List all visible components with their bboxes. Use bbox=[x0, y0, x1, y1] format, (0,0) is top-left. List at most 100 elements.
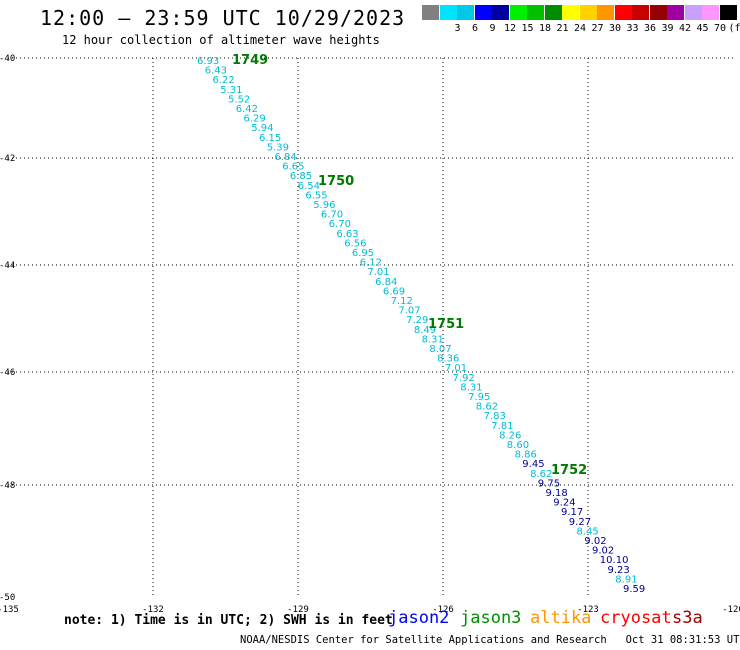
wave-height-label: 7.12 bbox=[391, 296, 413, 307]
wave-height-label: 7.01 bbox=[367, 267, 389, 278]
scale-label: 27 bbox=[591, 23, 604, 34]
time-label: 1751 bbox=[428, 317, 464, 332]
x-tick-label: -120 bbox=[722, 605, 740, 615]
y-tick-label: -50 bbox=[0, 593, 15, 603]
wave-height-label: 9.02 bbox=[584, 536, 606, 547]
wave-height-label: 6.29 bbox=[244, 114, 266, 125]
scale-swatch bbox=[719, 5, 737, 20]
satellite-label: jason2 bbox=[388, 608, 450, 628]
x-tick-label: -129 bbox=[287, 605, 309, 615]
scale-swatch bbox=[527, 5, 544, 20]
x-tick-label: -123 bbox=[577, 605, 599, 615]
wave-height-label: 6.56 bbox=[344, 238, 366, 249]
satellite-label: s3a bbox=[672, 608, 703, 628]
wave-height-label: 9.23 bbox=[608, 565, 630, 576]
scale-label: 18 bbox=[538, 23, 552, 34]
scale-swatch bbox=[667, 5, 684, 20]
x-tick-label: -132 bbox=[142, 605, 164, 615]
wave-height-label: 8.49 bbox=[414, 325, 436, 336]
wave-height-label: 9.75 bbox=[538, 478, 560, 489]
scale-swatch bbox=[457, 5, 474, 20]
wave-height-label: 6.63 bbox=[336, 229, 358, 240]
wave-height-label: 9.17 bbox=[561, 507, 583, 518]
scale-label: 15 bbox=[521, 23, 534, 34]
wave-height-label: 9.02 bbox=[592, 546, 614, 557]
scale-swatch bbox=[614, 5, 632, 20]
y-tick-label: -42 bbox=[0, 154, 15, 164]
y-tick-label: -44 bbox=[0, 261, 15, 271]
credit-line: NOAA/NESDIS Center for Satellite Applica… bbox=[240, 634, 740, 646]
wave-height-label: 5.94 bbox=[251, 123, 273, 134]
scale-label: 45 bbox=[696, 23, 709, 34]
wave-height-label: 8.07 bbox=[429, 344, 451, 355]
wave-height-label: 8.36 bbox=[437, 354, 459, 365]
wave-height-label: 6.65 bbox=[282, 162, 304, 173]
wave-height-label: 7.29 bbox=[406, 315, 428, 326]
scale-label: 21 bbox=[556, 23, 569, 34]
scale-swatch bbox=[439, 5, 457, 20]
scale-swatch bbox=[649, 5, 667, 20]
wave-height-label: 6.42 bbox=[236, 104, 258, 115]
page-subtitle: 12 hour collection of altimeter wave hei… bbox=[62, 33, 380, 47]
wave-height-label: 6.69 bbox=[383, 286, 405, 297]
wave-height-label: 8.26 bbox=[499, 430, 521, 441]
y-tick-label: -40 bbox=[0, 54, 15, 64]
wave-height-label: 10.10 bbox=[600, 555, 629, 566]
scale-label: 70 bbox=[713, 23, 727, 34]
wave-height-label: 8.31 bbox=[460, 382, 482, 393]
wave-height-label: 6.70 bbox=[329, 219, 351, 230]
footer-note: note: 1) Time is in UTC; 2) SWH is in fe… bbox=[64, 613, 393, 628]
wave-height-label: 5.52 bbox=[228, 94, 250, 105]
scale-swatch bbox=[597, 5, 614, 20]
satellite-label: altika bbox=[530, 608, 592, 628]
scale-swatch bbox=[702, 5, 719, 20]
wave-height-label: 8.45 bbox=[577, 526, 599, 537]
wave-height-label: 7.95 bbox=[468, 392, 490, 403]
wave-height-label: 8.62 bbox=[476, 402, 498, 413]
page-title: 12:00 – 23:59 UTC 10/29/2023 bbox=[40, 6, 406, 30]
scale-unit: (ft) bbox=[728, 23, 740, 34]
wave-height-label: 6.85 bbox=[290, 171, 312, 182]
wave-height-label: 9.27 bbox=[569, 517, 591, 528]
wave-height-label: 6.43 bbox=[205, 66, 227, 77]
satellite-label: cryosat bbox=[600, 608, 672, 628]
y-tick-label: -48 bbox=[0, 481, 15, 491]
scale-swatch bbox=[684, 5, 702, 20]
wave-height-label: 9.45 bbox=[522, 459, 544, 470]
wave-height-label: 5.96 bbox=[313, 200, 335, 211]
wave-height-label: 8.91 bbox=[615, 574, 637, 585]
scale-label: 9 bbox=[489, 23, 496, 34]
wave-height-label: 6.22 bbox=[213, 75, 235, 86]
scale-swatch bbox=[422, 5, 439, 20]
scale-swatch bbox=[474, 5, 492, 20]
time-label: 1750 bbox=[318, 174, 354, 189]
wave-height-label: 6.12 bbox=[360, 258, 382, 269]
wave-height-label: 6.95 bbox=[352, 248, 374, 259]
scale-label: 6 bbox=[471, 23, 479, 34]
wave-height-label: 6.15 bbox=[259, 133, 281, 144]
wave-height-label: 6.55 bbox=[305, 190, 327, 201]
scale-swatch bbox=[492, 5, 509, 20]
scale-label: 42 bbox=[678, 23, 692, 34]
wave-height-label: 9.24 bbox=[553, 498, 575, 509]
wave-height-label: 6.70 bbox=[321, 210, 343, 221]
y-tick-label: -46 bbox=[0, 368, 15, 378]
scale-swatch bbox=[562, 5, 579, 20]
wave-height-label: 8.86 bbox=[515, 450, 537, 461]
wave-height-label: 8.60 bbox=[507, 440, 529, 451]
x-tick-label: -135 bbox=[0, 605, 19, 615]
wave-height-label: 9.59 bbox=[623, 584, 645, 595]
scale-swatch bbox=[579, 5, 597, 20]
scale-swatch bbox=[509, 5, 527, 20]
scale-label: 12 bbox=[503, 23, 517, 34]
wave-height-label: 5.39 bbox=[267, 142, 289, 153]
scale-label: 33 bbox=[626, 23, 639, 34]
scale-swatch bbox=[632, 5, 649, 20]
wave-height-label: 6.54 bbox=[298, 181, 320, 192]
scale-label: 3 bbox=[454, 23, 461, 34]
scale-swatch bbox=[544, 5, 562, 20]
wave-height-label: 7.92 bbox=[453, 373, 475, 384]
satellite-label: jason3 bbox=[460, 608, 522, 628]
wave-height-label: 6.84 bbox=[375, 277, 397, 288]
